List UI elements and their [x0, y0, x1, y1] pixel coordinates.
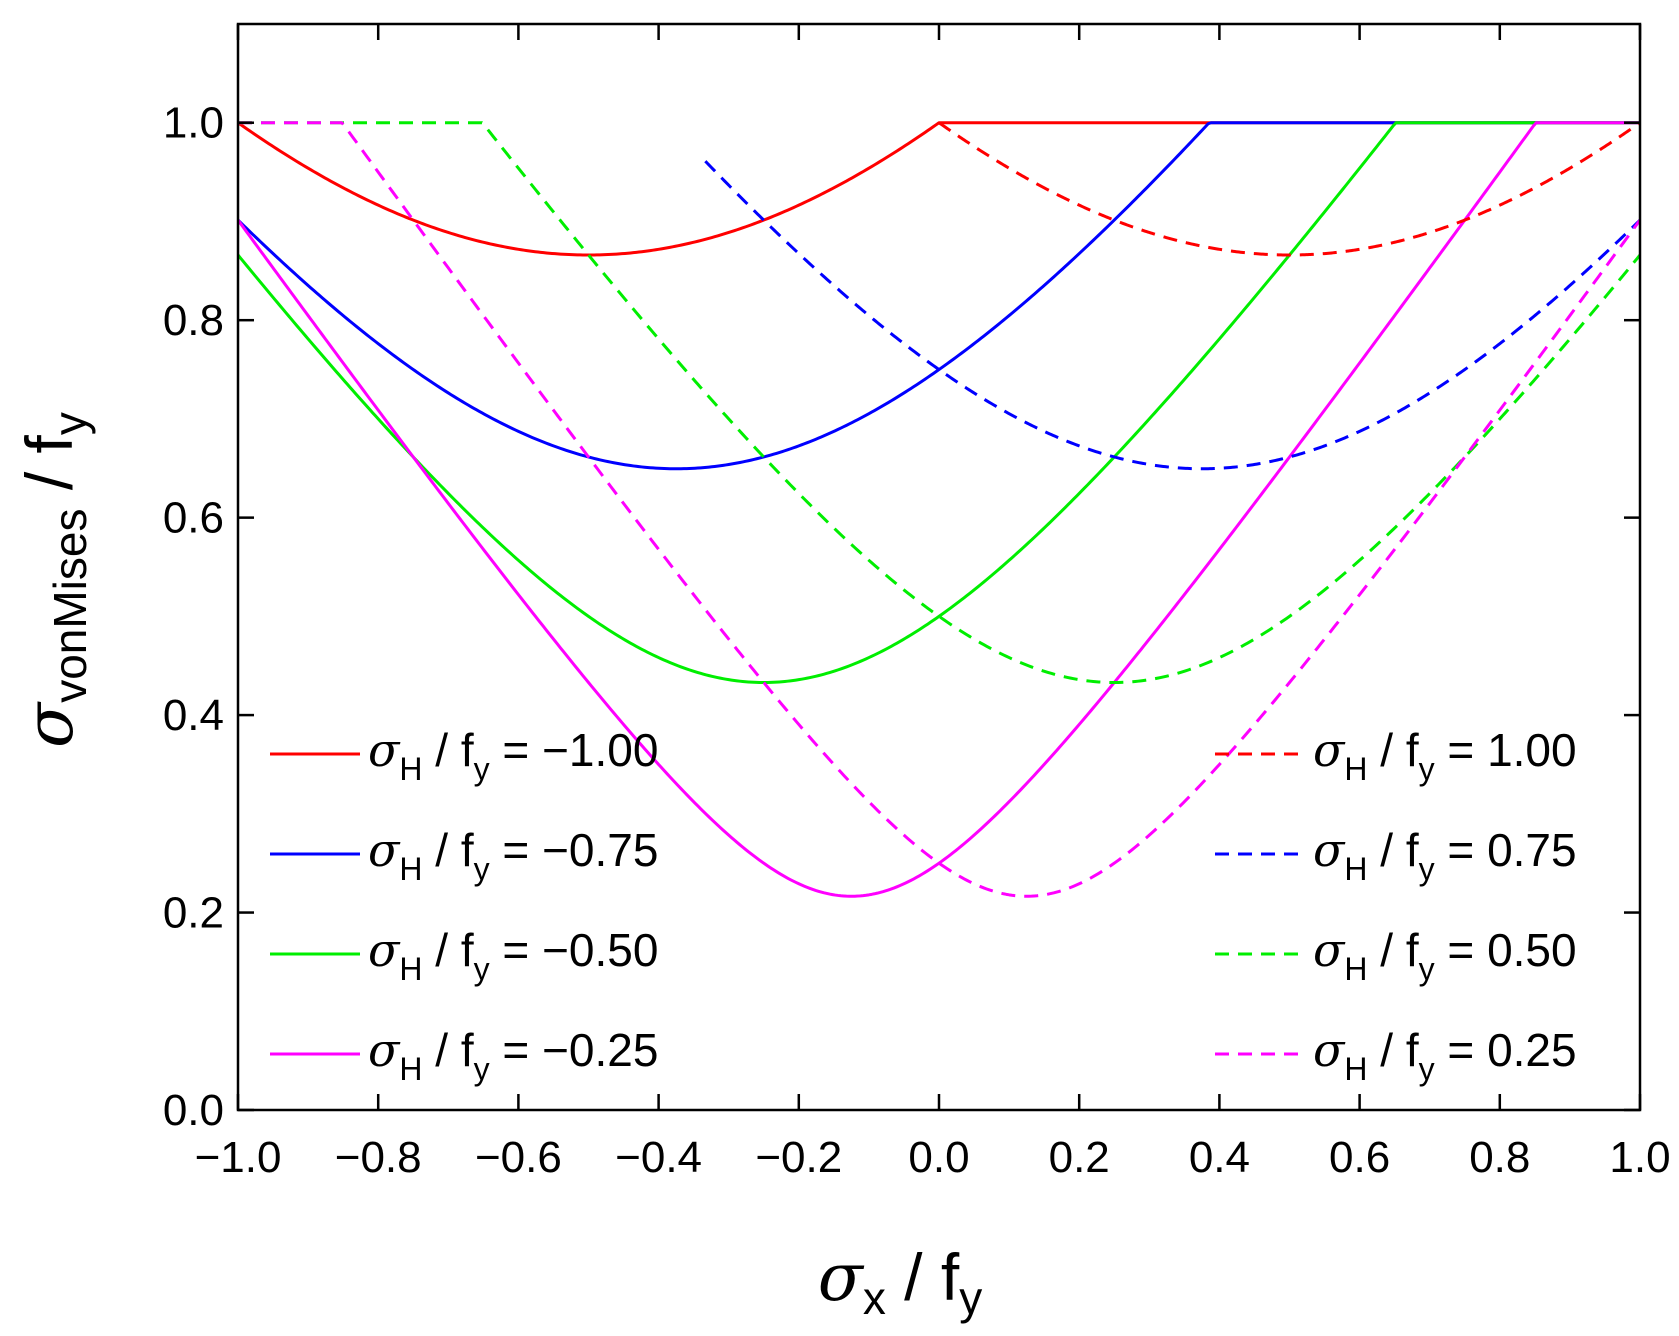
x-tick-label: −1.0: [195, 1133, 282, 1182]
y-tick-label: 0.2: [163, 889, 224, 938]
y-axis-title: σvonMises / fy: [11, 412, 96, 748]
x-tick-label: −0.4: [615, 1133, 702, 1182]
series-line-5: [704, 160, 1640, 471]
series-line-7: [238, 121, 1640, 898]
x-tick-label: 0.2: [1049, 1133, 1110, 1182]
legend-label: σH / fy = 0.75: [1313, 823, 1577, 887]
x-tick-label: 0.8: [1469, 1133, 1530, 1182]
y-tick-label: 0.8: [163, 296, 224, 345]
x-tick-label: −0.8: [335, 1133, 422, 1182]
legend-layer: σH / fy = −1.00 σH / fy = −0.75 σH / fy = …: [270, 723, 1577, 1087]
ticks-layer: −1.0 −0.8 −0.6 −0.4 −0.2 0.0 0.2 0.4 0.6 0.8 1.0 0.…: [163, 24, 1671, 1182]
x-tick-label: −0.2: [755, 1133, 842, 1182]
legend-label: σH / fy = −0.50: [368, 923, 658, 987]
x-tick-label: 0.4: [1189, 1133, 1250, 1182]
legend-label: σH / fy = 0.50: [1313, 923, 1577, 987]
y-tick-label: 0.4: [163, 691, 224, 740]
x-tick-label: 1.0: [1609, 1133, 1670, 1182]
y-tick-label: 1.0: [163, 99, 224, 148]
legend-label: σH / fy = −0.75: [368, 823, 658, 887]
x-tick-label: 0.6: [1329, 1133, 1390, 1182]
x-axis-title: σx / fy: [818, 1239, 982, 1324]
legend-label: σH / fy = 1.00: [1313, 723, 1577, 787]
legend-label: σH / fy = 0.25: [1313, 1023, 1577, 1087]
y-tick-label: 0.6: [163, 494, 224, 543]
series-layer: [238, 121, 1640, 898]
y-tick-label: 0.0: [163, 1086, 224, 1135]
legend-label: σH / fy = −0.25: [368, 1023, 658, 1087]
x-tick-label: −0.6: [475, 1133, 562, 1182]
series-line-6: [238, 121, 1640, 684]
series-line-3: [238, 121, 1640, 898]
series-line-4: [938, 121, 1640, 257]
x-tick-label: 0.0: [908, 1133, 969, 1182]
series-line-2: [238, 121, 1640, 684]
legend-label: σH / fy = −1.00: [368, 723, 658, 787]
